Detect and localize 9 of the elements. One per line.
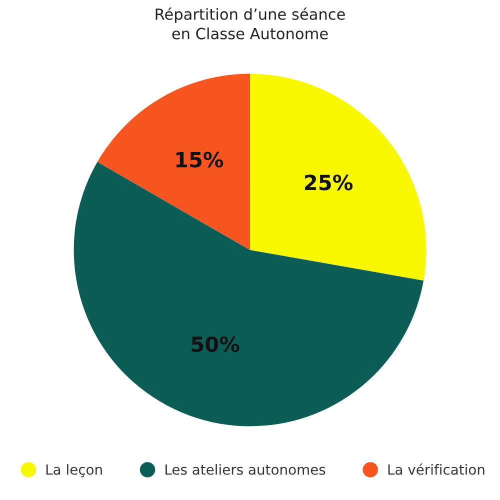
data-label: 15%: [176, 152, 224, 168]
data-label: 25%: [304, 174, 353, 190]
legend-label: Les ateliers autonomes: [166, 464, 326, 475]
legend-label: La vérification: [388, 464, 484, 475]
data-label: 50%: [192, 336, 240, 352]
pie-slice: [250, 74, 426, 281]
pie-slice: [97, 74, 250, 250]
chart-title: Répartition d’une séance en Classe Autonome: [156, 8, 345, 40]
legend-label: La leçon: [46, 464, 102, 478]
